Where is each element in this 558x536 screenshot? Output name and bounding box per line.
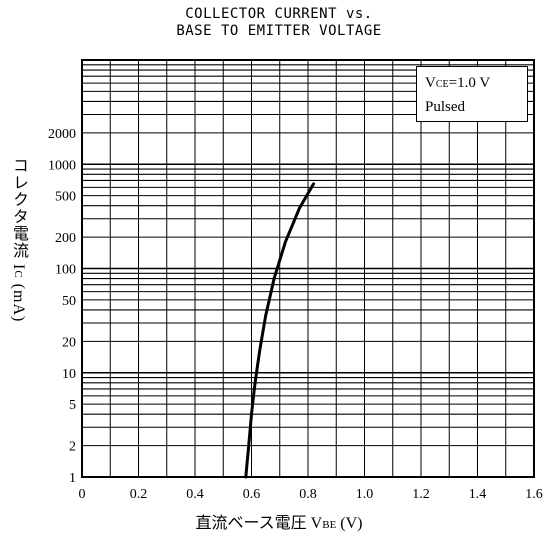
y-tick-label: 5: [69, 398, 76, 413]
legend-value: =1.0 V: [448, 75, 491, 91]
legend-pulsed: Pulsed: [425, 99, 466, 115]
y-tick-label: 100: [55, 263, 76, 278]
x-tick-label: 0.8: [299, 487, 317, 502]
legend-symbol: V: [425, 75, 436, 91]
y-label-text: コレクタ電流 I: [10, 157, 27, 271]
x-label-text: 直流ベース電圧 V: [195, 515, 323, 532]
chart-title-line2: BASE TO EMITTER VOLTAGE: [176, 23, 382, 39]
x-tick-label: 0.4: [186, 487, 204, 502]
y-label-unit: (mA): [10, 279, 27, 323]
x-tick-label: 1.6: [525, 487, 543, 502]
y-tick-label: 1: [69, 471, 76, 486]
y-tick-label: 50: [62, 294, 76, 309]
legend: VCE=1.0 V Pulsed: [416, 66, 528, 122]
x-tick-label: 0: [79, 487, 86, 502]
x-tick-label: 1.2: [412, 487, 430, 502]
x-tick-label: 0.2: [130, 487, 148, 502]
y-tick-label: 10: [62, 367, 76, 382]
x-label-subscript: BE: [322, 519, 337, 531]
x-tick-label: 0.6: [243, 487, 261, 502]
y-tick-label: 20: [62, 335, 76, 350]
y-tick-label: 2000: [48, 127, 76, 142]
y-tick-label: 500: [55, 190, 76, 205]
chart-title-line1: COLLECTOR CURRENT vs.: [185, 6, 373, 22]
y-label-subscript: C: [12, 270, 24, 279]
legend-subscript: CE: [435, 79, 449, 90]
x-axis-label: 直流ベース電圧 VBE (V): [0, 509, 558, 533]
x-tick-label: 1.0: [356, 487, 374, 502]
plot-frame: [81, 59, 535, 478]
y-tick-label: 200: [55, 231, 76, 246]
y-tick-label: 2: [69, 440, 76, 455]
y-axis-label: コレクタ電流 IC (mA): [4, 100, 32, 380]
x-label-unit: (V): [336, 515, 363, 532]
y-tick-label: 1000: [48, 158, 76, 173]
x-tick-label: 1.4: [469, 487, 487, 502]
legend-condition: VCE=1.0 V: [425, 72, 527, 96]
series-line: [244, 182, 316, 479]
